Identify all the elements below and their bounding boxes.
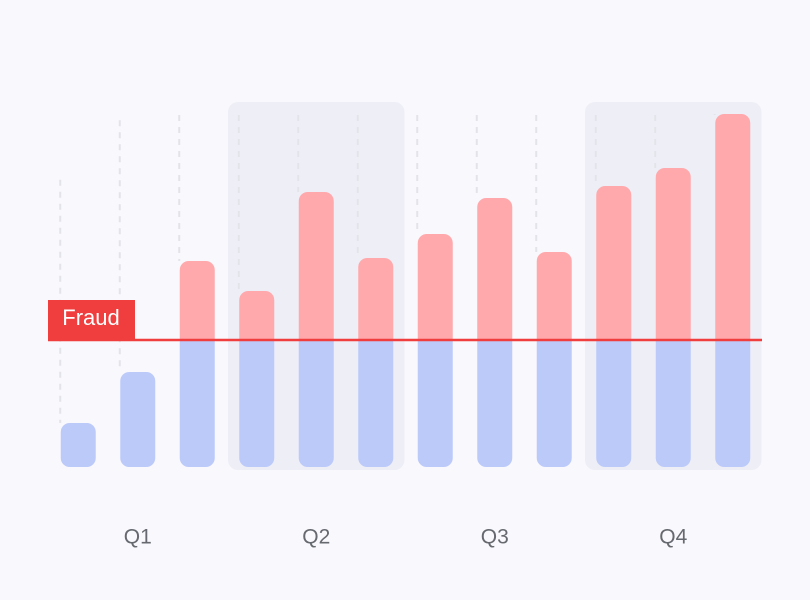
bar xyxy=(239,291,275,467)
bar xyxy=(120,372,156,467)
bar xyxy=(596,186,632,467)
bar xyxy=(60,423,96,467)
threshold-badge xyxy=(48,300,135,341)
bar xyxy=(179,261,215,467)
group-label: Q1 xyxy=(124,526,152,549)
group-label: Q3 xyxy=(481,526,509,549)
bar xyxy=(655,168,691,467)
threshold-label: Fraud xyxy=(62,305,119,330)
group-label: Q2 xyxy=(302,526,330,549)
group-label: Q4 xyxy=(659,526,687,549)
bar xyxy=(417,234,453,467)
bar xyxy=(298,192,334,467)
bar xyxy=(536,252,572,467)
bar xyxy=(715,114,751,467)
bar xyxy=(358,258,394,467)
bar xyxy=(477,198,513,467)
